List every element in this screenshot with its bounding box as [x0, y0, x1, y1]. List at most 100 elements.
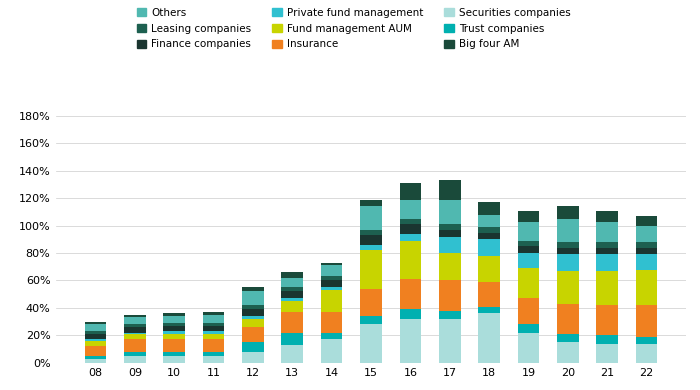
Bar — [517, 222, 539, 241]
Bar — [478, 307, 500, 314]
Bar — [203, 339, 225, 352]
Bar — [400, 279, 421, 309]
Bar — [321, 287, 342, 290]
Bar — [321, 263, 342, 266]
Bar — [124, 339, 146, 352]
Bar — [478, 256, 500, 282]
Bar — [281, 298, 303, 301]
Bar — [124, 327, 146, 333]
Bar — [557, 206, 579, 219]
Bar — [321, 277, 342, 280]
Bar — [439, 310, 461, 319]
Bar — [281, 272, 303, 278]
Bar — [281, 345, 303, 363]
Bar — [478, 202, 500, 215]
Bar — [596, 222, 618, 242]
Bar — [281, 333, 303, 345]
Bar — [636, 216, 657, 226]
Bar — [85, 339, 106, 341]
Bar — [281, 278, 303, 287]
Bar — [596, 242, 618, 248]
Bar — [517, 268, 539, 298]
Bar — [163, 314, 185, 316]
Bar — [85, 346, 106, 356]
Bar — [557, 342, 579, 363]
Bar — [478, 227, 500, 232]
Bar — [163, 339, 185, 352]
Bar — [242, 309, 264, 316]
Bar — [557, 334, 579, 342]
Legend: Others, Leasing companies, Finance companies, Private fund management, Fund mana: Others, Leasing companies, Finance compa… — [136, 8, 570, 50]
Bar — [636, 254, 657, 269]
Bar — [596, 305, 618, 335]
Bar — [281, 312, 303, 333]
Bar — [517, 324, 539, 333]
Bar — [203, 326, 225, 331]
Bar — [242, 342, 264, 352]
Bar — [163, 331, 185, 334]
Bar — [439, 230, 461, 237]
Bar — [85, 358, 106, 363]
Bar — [400, 234, 421, 241]
Bar — [400, 200, 421, 219]
Bar — [85, 334, 106, 339]
Bar — [557, 271, 579, 304]
Bar — [360, 200, 382, 206]
Bar — [596, 248, 618, 254]
Bar — [242, 316, 264, 319]
Bar — [321, 333, 342, 339]
Bar — [596, 335, 618, 344]
Bar — [360, 316, 382, 324]
Bar — [124, 315, 146, 317]
Bar — [242, 319, 264, 327]
Bar — [163, 334, 185, 339]
Bar — [242, 352, 264, 363]
Bar — [400, 319, 421, 363]
Bar — [596, 211, 618, 222]
Bar — [242, 305, 264, 309]
Bar — [517, 211, 539, 222]
Bar — [360, 245, 382, 250]
Bar — [557, 242, 579, 248]
Bar — [85, 324, 106, 331]
Bar — [203, 323, 225, 326]
Bar — [163, 323, 185, 326]
Bar — [517, 298, 539, 324]
Bar — [439, 200, 461, 224]
Bar — [439, 253, 461, 280]
Bar — [203, 331, 225, 334]
Bar — [242, 327, 264, 342]
Bar — [242, 291, 264, 305]
Bar — [203, 356, 225, 363]
Bar — [360, 289, 382, 316]
Bar — [636, 242, 657, 248]
Bar — [163, 352, 185, 356]
Bar — [124, 333, 146, 334]
Bar — [281, 291, 303, 298]
Bar — [636, 269, 657, 305]
Bar — [360, 235, 382, 245]
Bar — [124, 356, 146, 363]
Bar — [439, 237, 461, 253]
Bar — [281, 287, 303, 291]
Bar — [124, 352, 146, 356]
Bar — [517, 333, 539, 363]
Bar — [203, 312, 225, 315]
Bar — [360, 230, 382, 235]
Bar — [321, 266, 342, 277]
Bar — [85, 341, 106, 346]
Bar — [124, 317, 146, 324]
Bar — [439, 319, 461, 363]
Bar — [400, 309, 421, 319]
Bar — [517, 246, 539, 253]
Bar — [163, 326, 185, 331]
Bar — [203, 315, 225, 323]
Bar — [478, 314, 500, 363]
Bar — [478, 215, 500, 227]
Bar — [557, 304, 579, 334]
Bar — [242, 287, 264, 291]
Bar — [478, 232, 500, 239]
Bar — [478, 239, 500, 256]
Bar — [517, 253, 539, 268]
Bar — [163, 316, 185, 323]
